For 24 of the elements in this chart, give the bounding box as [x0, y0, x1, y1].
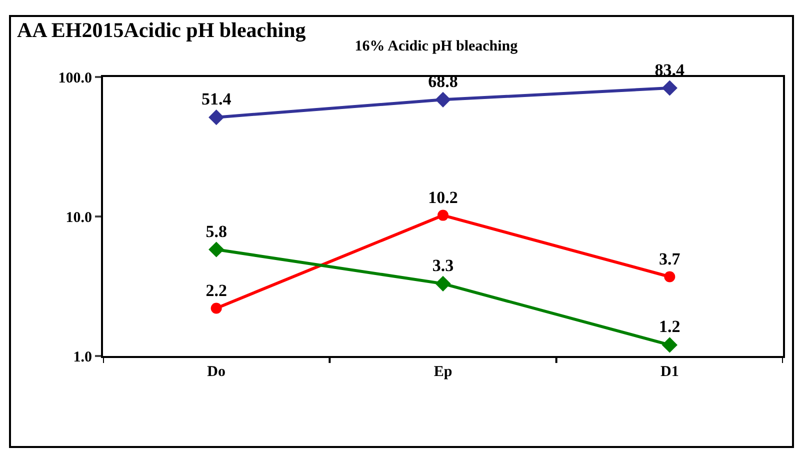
data-label: 51.4	[201, 90, 232, 109]
x-tick-label: D1	[660, 364, 679, 380]
point	[664, 271, 676, 282]
data-label: 1.2	[659, 317, 680, 336]
point	[210, 302, 222, 314]
point	[435, 92, 451, 108]
y-tick-label: 100.0	[58, 70, 92, 86]
point	[208, 242, 224, 258]
y-tick-label: 1.0	[73, 349, 92, 366]
text: AA EH2015Acidic pH bleaching	[17, 18, 306, 42]
point	[662, 80, 678, 96]
x-tick-label: Ep	[434, 364, 452, 380]
x-tick-label: Do	[207, 364, 226, 380]
data-label: 5.8	[206, 222, 227, 241]
data-label: 2.2	[206, 281, 227, 300]
chart-title: 16% Acidic pH bleaching	[354, 38, 518, 54]
point	[438, 210, 448, 221]
point	[662, 337, 678, 353]
data-label: 3.3	[432, 256, 454, 275]
y-tick-label: 10.0	[66, 210, 92, 226]
data-label: 10.2	[428, 188, 458, 208]
data-label: 3.7	[659, 250, 681, 269]
point	[435, 276, 451, 292]
point	[208, 110, 224, 126]
